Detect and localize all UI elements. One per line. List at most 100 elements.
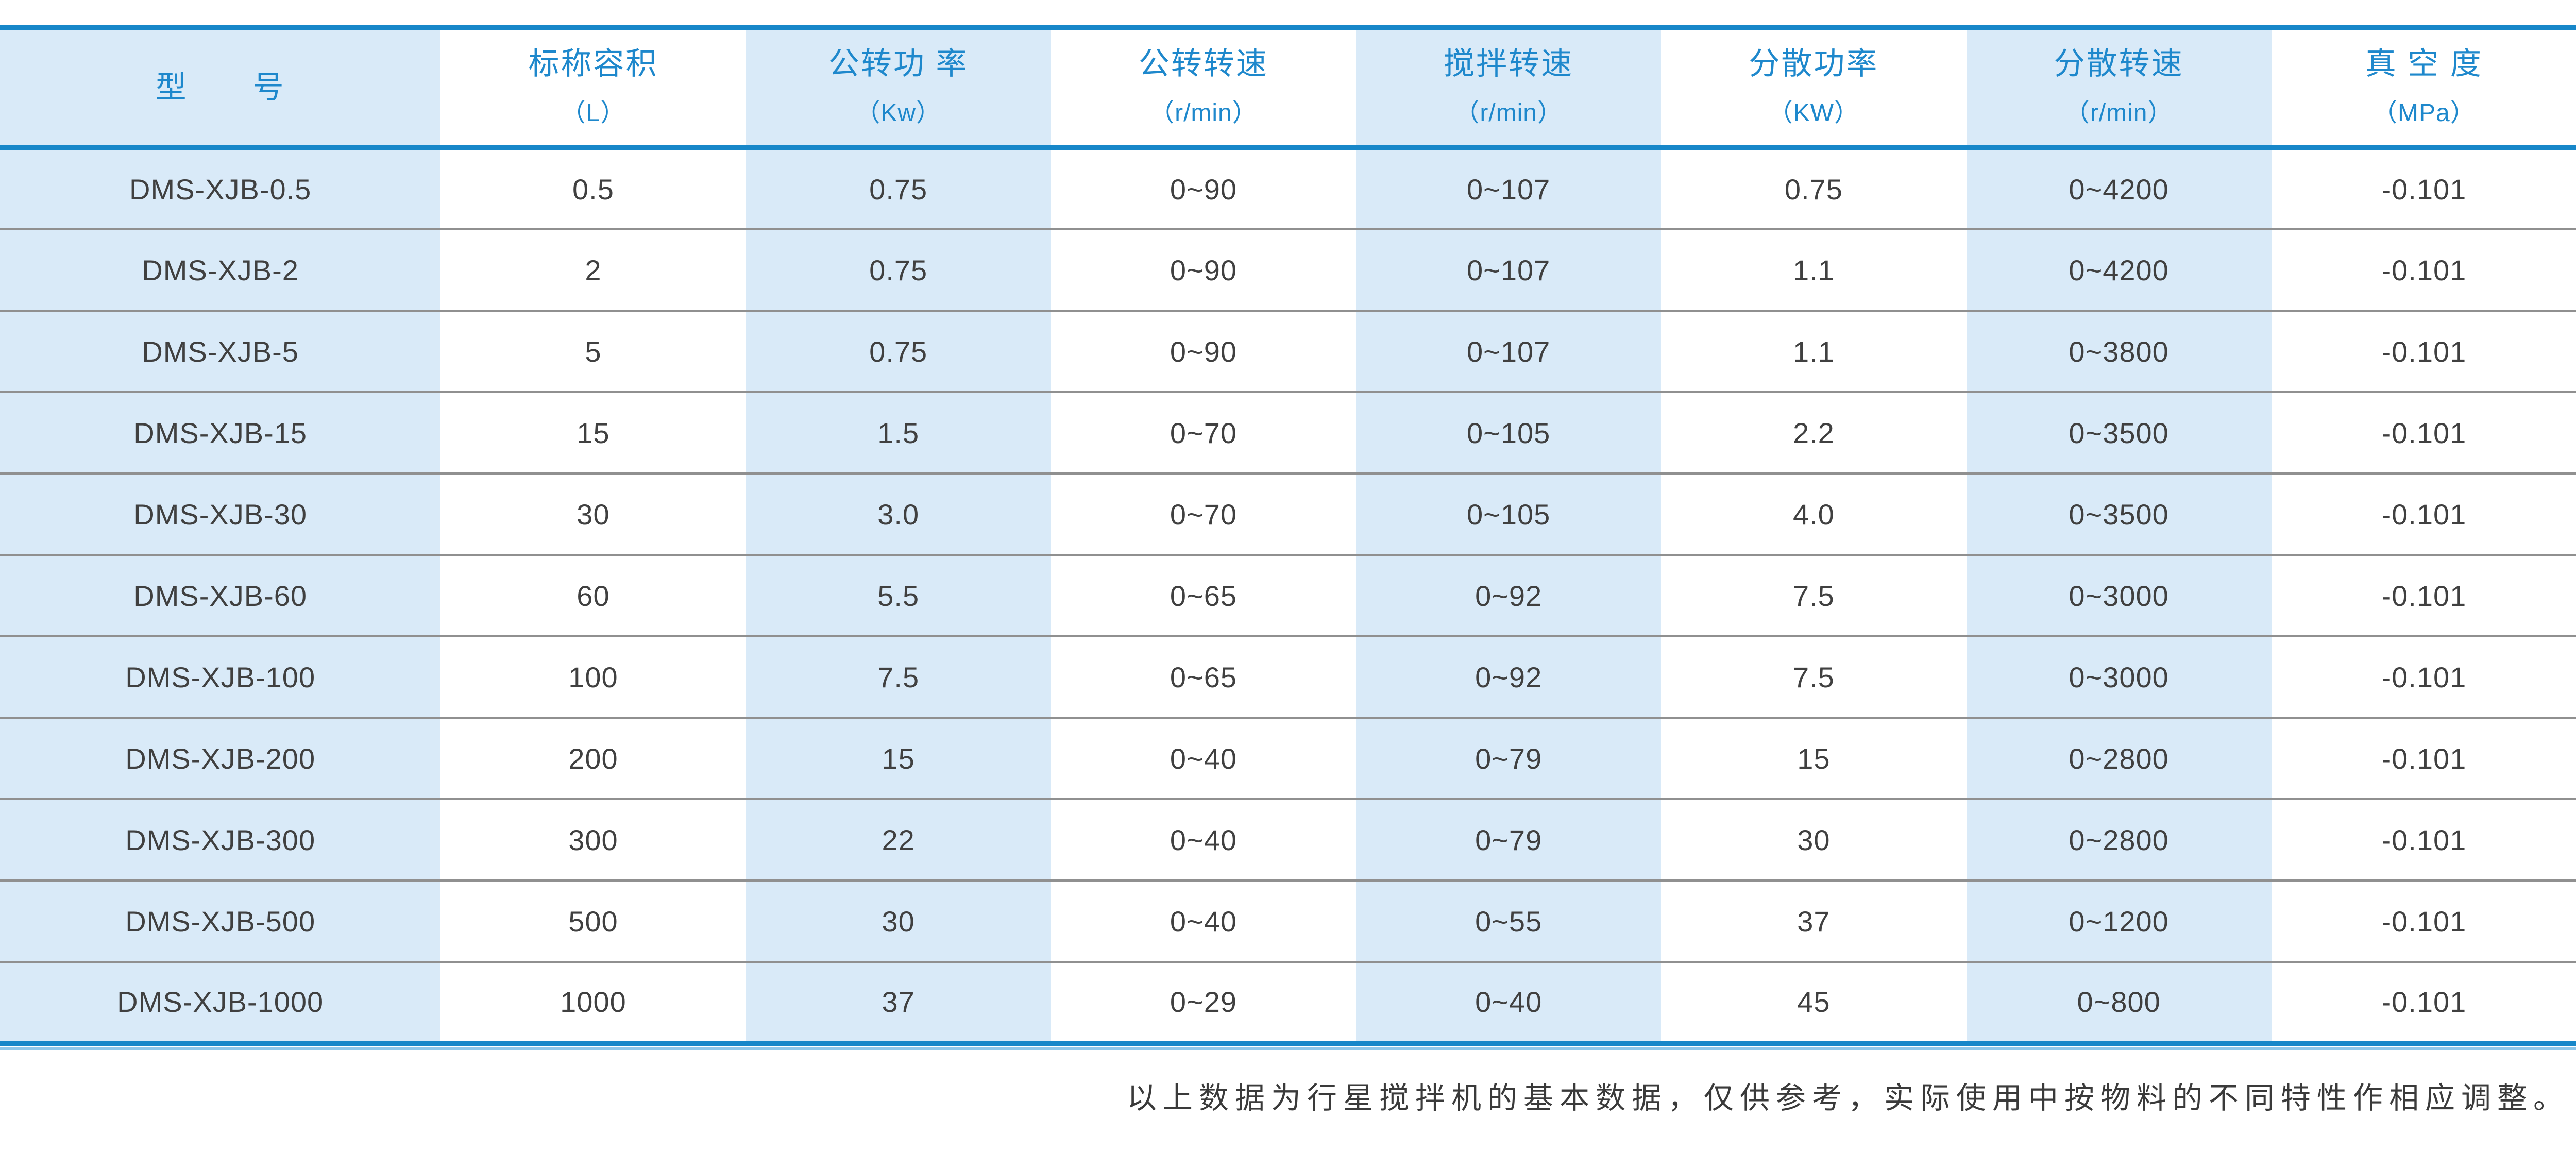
- cell-dispersion-speed: 0~2800: [1966, 798, 2272, 880]
- cell-revolution-power: 30: [745, 879, 1051, 962]
- header-capacity: 标称容积 （L）: [440, 27, 746, 150]
- header-stir-speed: 搅拌转速 （r/min）: [1356, 27, 1662, 150]
- header-model: 型 号: [0, 27, 441, 150]
- header-unit-dispersion-power: （KW）: [1768, 99, 1860, 127]
- cell-vacuum: -0.101: [2271, 310, 2576, 392]
- cell-stir-speed: 0~107: [1356, 228, 1662, 311]
- header-label-revolution-speed: 公转转速: [1138, 46, 1268, 81]
- table-row: DMS-XJB-0.5 0.5 0.75 0~90 0~107 0.75 0~4200 -0.…: [0, 148, 2576, 229]
- cell-revolution-speed: 0~40: [1050, 717, 1357, 799]
- cell-dispersion-speed: 0~3000: [1966, 554, 2272, 636]
- header-revolution-speed: 公转转速 （r/min）: [1050, 27, 1357, 150]
- cell-capacity: 60: [440, 554, 746, 636]
- cell-revolution-speed: 0~70: [1050, 472, 1357, 555]
- cell-vacuum: -0.101: [2271, 554, 2576, 636]
- cell-stir-speed: 0~92: [1356, 554, 1662, 636]
- cell-capacity: 100: [440, 635, 746, 718]
- cell-vacuum: -0.101: [2271, 228, 2576, 311]
- cell-dispersion-speed: 0~3500: [1966, 472, 2272, 555]
- cell-stir-speed: 0~107: [1356, 310, 1662, 392]
- spec-table: 型 号 标称容积 （L） 公转功 率 （Kw） 公转转速 （r/min） 搅拌转速 （r/min…: [0, 25, 2576, 1046]
- cell-dispersion-power: 1.1: [1661, 228, 1967, 311]
- table-row: DMS-XJB-200 200 15 0~40 0~79 15 0~2800 -0.101: [0, 717, 2576, 799]
- cell-revolution-power: 37: [745, 961, 1051, 1043]
- cell-model: DMS-XJB-200: [0, 717, 441, 799]
- cell-revolution-speed: 0~40: [1050, 798, 1357, 880]
- header-label-revolution-power: 公转功 率: [828, 46, 969, 81]
- cell-dispersion-power: 30: [1661, 798, 1967, 880]
- header-label-dispersion-power: 分散功率: [1749, 46, 1879, 81]
- cell-revolution-power: 7.5: [745, 635, 1051, 718]
- header-unit-vacuum: （MPa）: [2372, 99, 2476, 127]
- cell-dispersion-power: 2.2: [1661, 391, 1967, 473]
- header-row: 型 号 标称容积 （L） 公转功 率 （Kw） 公转转速 （r/min） 搅拌转速 （r/min…: [0, 27, 2576, 150]
- cell-vacuum: -0.101: [2381, 173, 2467, 206]
- cell-model: DMS-XJB-1000: [0, 961, 441, 1043]
- cell-dispersion-speed: 0~1200: [1966, 879, 2272, 962]
- cell-dispersion-power: 37: [1661, 879, 1967, 962]
- table-row: DMS-XJB-300 300 22 0~40 0~79 30 0~2800 -0.101: [0, 798, 2576, 880]
- cell-vacuum: -0.101: [2271, 961, 2576, 1043]
- cell-vacuum: -0.101: [2271, 391, 2576, 473]
- cell-revolution-speed: 0~40: [1050, 879, 1357, 962]
- cell-dispersion-power: 15: [1661, 717, 1967, 799]
- cell-revolution-speed: 0~65: [1050, 635, 1357, 718]
- cell-stir-speed: 0~105: [1356, 391, 1662, 473]
- cell-revolution-speed: 0~90: [1050, 310, 1357, 392]
- cell-model: DMS-XJB-2: [0, 228, 441, 311]
- cell-vacuum: -0.101: [2271, 798, 2576, 880]
- cell-dispersion-speed: 0~2800: [1966, 717, 2272, 799]
- cell-revolution-speed: 0~29: [1050, 961, 1357, 1043]
- cell-model: DMS-XJB-500: [0, 879, 441, 962]
- cell-dispersion-speed: 0~3000: [1966, 635, 2272, 718]
- cell-model: DMS-XJB-30: [0, 472, 441, 555]
- table-row: DMS-XJB-60 60 5.5 0~65 0~92 7.5 0~3000 -0.101: [0, 554, 2576, 636]
- cell-revolution-power: 15: [745, 717, 1051, 799]
- cell-capacity: 500: [440, 879, 746, 962]
- cell-dispersion-speed: 0~4200: [1966, 148, 2272, 229]
- cell-model: DMS-XJB-0.5: [0, 148, 441, 229]
- cell-stir-speed: 0~79: [1356, 717, 1662, 799]
- cell-capacity: 5: [440, 310, 746, 392]
- cell-dispersion-speed: 0~4200: [1966, 228, 2272, 311]
- cell-dispersion-speed: 0~800: [1966, 961, 2272, 1043]
- cell-dispersion-speed: 0~3800: [1966, 310, 2272, 392]
- table-bottom-accent: [0, 1047, 2576, 1050]
- cell-stir-speed: 0~105: [1356, 472, 1662, 555]
- header-vacuum: 真 空 度 （MPa）: [2271, 27, 2576, 150]
- footnote: 以上数据为行星搅拌机的基本数据，仅供参考，实际使用中按物料的不同特性作相应调整。: [1126, 1081, 2569, 1115]
- header-revolution-power: 公转功 率 （Kw）: [745, 27, 1051, 150]
- cell-revolution-speed: 0~65: [1050, 554, 1357, 636]
- cell-capacity: 1000: [440, 961, 746, 1043]
- header-label-vacuum: 真 空 度: [2365, 46, 2483, 81]
- cell-revolution-power: 5.5: [745, 554, 1051, 636]
- header-label-dispersion-speed: 分散转速: [2054, 46, 2184, 81]
- header-unit-revolution-speed: （r/min）: [1149, 99, 1258, 127]
- cell-revolution-power: 22: [745, 798, 1051, 880]
- table-row: DMS-XJB-30 30 3.0 0~70 0~105 4.0 0~3500 -0.101: [0, 472, 2576, 555]
- cell-revolution-power: 0.75: [745, 310, 1051, 392]
- cell-model: DMS-XJB-15: [0, 391, 441, 473]
- cell-vacuum: -0.101: [2271, 472, 2576, 555]
- spec-sheet: 型 号 标称容积 （L） 公转功 率 （Kw） 公转转速 （r/min） 搅拌转速 （r/min…: [0, 25, 2576, 1115]
- cell-dispersion-power: 1.1: [1661, 310, 1967, 392]
- cell-vacuum: -0.101: [2271, 717, 2576, 799]
- header-dispersion-speed: 分散转速 （r/min）: [1966, 27, 2272, 150]
- cell-capacity: 0.5: [572, 173, 614, 206]
- cell-revolution-speed: 0~70: [1050, 391, 1357, 473]
- cell-capacity: 15: [440, 391, 746, 473]
- cell-revolution-power: 1.5: [745, 391, 1051, 473]
- header-unit-stir-speed: （r/min）: [1454, 99, 1563, 127]
- header-label-model: 型 号: [155, 70, 285, 105]
- cell-revolution-speed: 0~90: [1170, 173, 1237, 206]
- table-row: DMS-XJB-2 2 0.75 0~90 0~107 1.1 0~4200 -0.101: [0, 228, 2576, 311]
- cell-revolution-power: 0.75: [745, 228, 1051, 311]
- table-row: DMS-XJB-100 100 7.5 0~65 0~92 7.5 0~3000 -0.101: [0, 635, 2576, 718]
- header-label-capacity: 标称容积: [528, 46, 658, 81]
- cell-dispersion-power: 45: [1661, 961, 1967, 1043]
- cell-dispersion-speed: 0~3500: [1966, 391, 2272, 473]
- header-unit-capacity: （L）: [561, 99, 626, 127]
- cell-model: DMS-XJB-60: [0, 554, 441, 636]
- header-label-stir-speed: 搅拌转速: [1444, 46, 1574, 81]
- cell-stir-speed: 0~40: [1356, 961, 1662, 1043]
